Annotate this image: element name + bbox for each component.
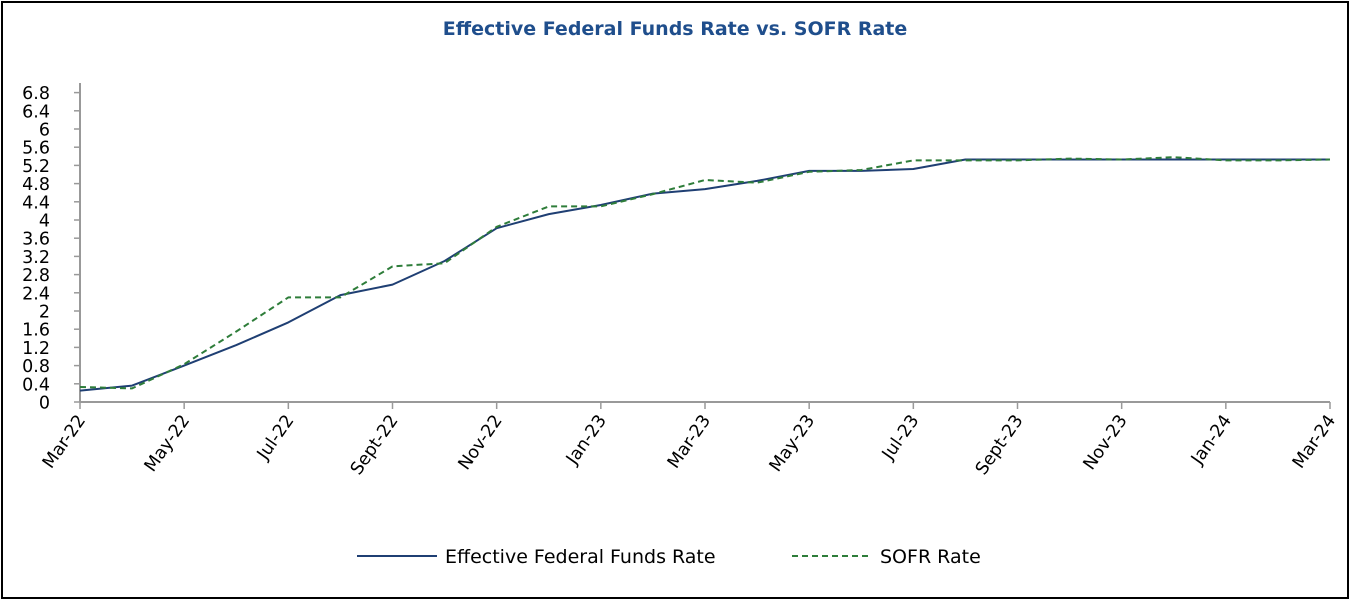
x-tick-label: Jul-22 (253, 411, 298, 464)
x-tick-label: Mar-22 (39, 411, 90, 472)
x-axis: Mar-22 May-22 Jul-22 Sept-22 Nov-22 Jan-23 Mar… (39, 401, 1340, 479)
y-tick-label: 2.4 (22, 284, 50, 304)
y-tick-label: 2.8 (22, 266, 50, 286)
legend-label-sofr: SOFR Rate (880, 546, 981, 568)
legend-label-effr: Effective Federal Funds Rate (445, 546, 716, 568)
y-tick-label: 2 (39, 303, 50, 323)
y-tick-label: 4.8 (22, 175, 50, 195)
x-tick-label: Jan-23 (562, 411, 611, 469)
x-tick-label: Jul-23 (878, 411, 923, 464)
x-tick-label: Mar-24 (1289, 411, 1340, 472)
x-tick-label: Jan-24 (1187, 411, 1236, 469)
x-tick-label: May-23 (766, 411, 819, 475)
y-tick-label: 6.8 (22, 84, 50, 104)
chart-title: Effective Federal Funds Rate vs. SOFR Ra… (442, 18, 908, 40)
y-tick-label: 5.6 (22, 139, 50, 159)
y-axis: 00.40.81.21.622.42.83.23.644.44.85.25.66… (22, 83, 81, 414)
series-line-effr (79, 158, 1330, 392)
y-tick-label: 6 (39, 121, 50, 141)
series-layer (79, 156, 1331, 392)
y-tick-label: 0.8 (22, 357, 50, 377)
y-tick-label: 3.6 (22, 230, 50, 250)
y-tick-label: 5.2 (22, 157, 50, 177)
y-tick-label: 3.2 (22, 248, 50, 268)
y-tick-label: 0 (39, 394, 50, 414)
y-tick-label: 4.4 (22, 193, 50, 213)
x-tick-label: Mar-23 (664, 411, 715, 472)
y-tick-label: 1.2 (22, 339, 50, 359)
series-line-sofr (79, 156, 1331, 390)
x-tick-label: Nov-22 (455, 411, 507, 473)
y-tick-label: 0.4 (22, 375, 50, 395)
y-tick-label: 1.6 (22, 321, 50, 341)
y-tick-label: 4 (39, 212, 50, 232)
legend: Effective Federal Funds Rate SOFR Rate (357, 546, 981, 568)
x-tick-label: Nov-23 (1080, 411, 1132, 473)
y-tick-label: 6.4 (22, 102, 50, 122)
x-tick-label: Sept-23 (972, 411, 1028, 479)
x-tick-label: May-22 (141, 411, 194, 475)
x-tick-label: Sept-22 (347, 411, 403, 479)
